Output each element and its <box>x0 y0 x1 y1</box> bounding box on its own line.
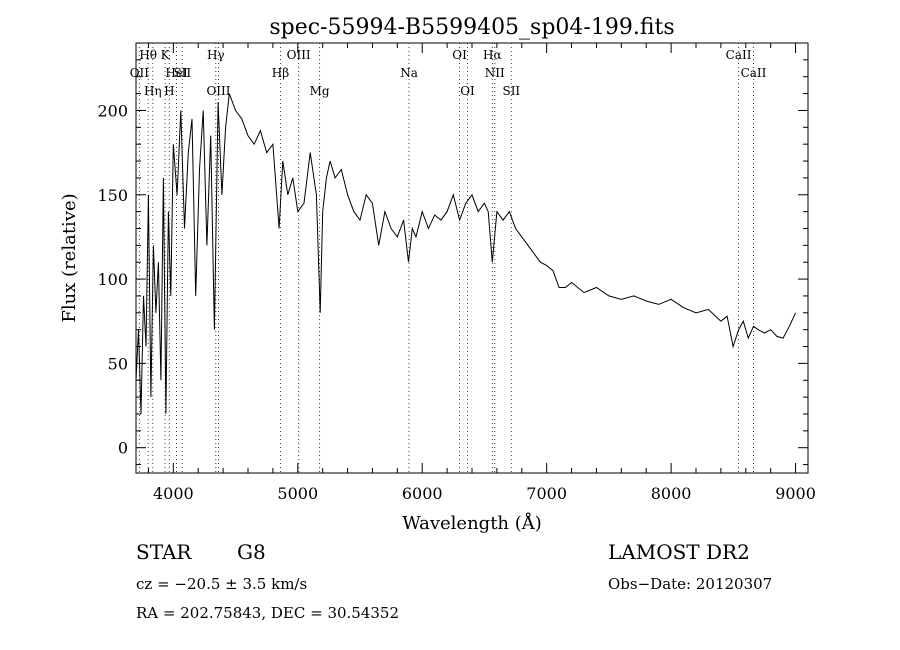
line-label: Mg <box>310 84 330 98</box>
survey-name: LAMOST DR2 <box>608 540 750 564</box>
x-tick-label: 8000 <box>651 484 692 503</box>
y-tick-label: 0 <box>118 439 128 458</box>
y-axis-label: Flux (relative) <box>59 193 80 322</box>
line-label: OIII <box>206 84 230 98</box>
line-label: NII <box>485 66 505 80</box>
x-tick-label: 7000 <box>526 484 567 503</box>
object-class: STAR <box>136 540 192 564</box>
chart-title: spec-55994-B5599405_sp04-199.fits <box>269 15 674 40</box>
x-tick-label: 4000 <box>153 484 194 503</box>
line-label: OI <box>460 84 475 98</box>
line-label: Hα <box>483 48 502 62</box>
spectrum-series-line <box>135 93 797 415</box>
spectral-subclass: G8 <box>237 540 266 564</box>
x-tick-label: 5000 <box>277 484 318 503</box>
line-label: Hη <box>144 84 162 98</box>
y-tick-label: 50 <box>108 354 128 373</box>
y-tick-label: 200 <box>97 101 128 120</box>
line-label: K <box>161 48 171 62</box>
line-label: Hγ <box>207 48 225 62</box>
line-label: H <box>164 84 174 98</box>
line-label: Hβ <box>272 66 289 80</box>
line-label: OIII <box>287 48 311 62</box>
line-label: CaII <box>741 66 767 80</box>
redshift-cz: cz = −20.5 ± 3.5 km/s <box>136 575 308 593</box>
plot-frame <box>135 42 809 474</box>
line-label: OII <box>130 66 150 80</box>
line-label: SII <box>173 66 191 80</box>
line-label: CaII <box>726 48 752 62</box>
y-tick-label: 100 <box>97 270 128 289</box>
x-tick-label: 6000 <box>402 484 443 503</box>
line-label: SII <box>502 84 520 98</box>
x-tick-label: 9000 <box>775 484 816 503</box>
line-label: Hθ <box>139 48 157 62</box>
y-tick-label: 150 <box>97 186 128 205</box>
line-label: HeI <box>165 66 188 80</box>
ra-dec-coordinates: RA = 202.75843, DEC = 30.54352 <box>136 604 400 622</box>
observation-date: Obs−Date: 20120307 <box>608 575 773 593</box>
x-axis-label: Wavelength (Å) <box>402 512 542 534</box>
line-label: OI <box>452 48 467 62</box>
line-label: Na <box>400 66 418 80</box>
